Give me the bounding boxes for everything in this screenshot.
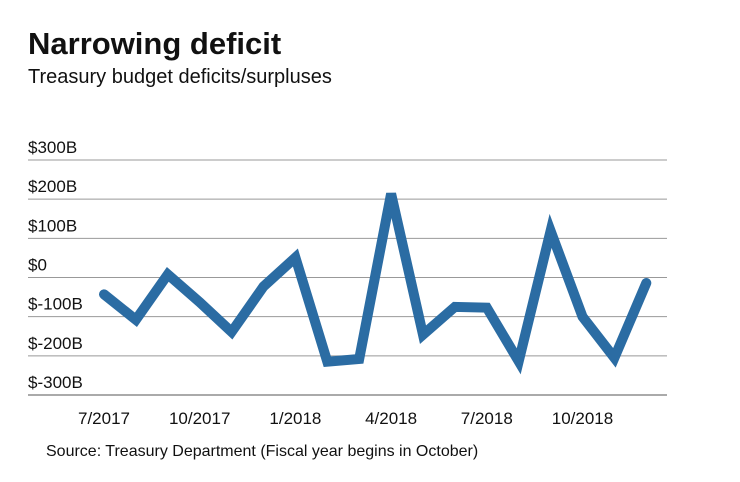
data-line bbox=[99, 192, 652, 375]
x-tick-label: 7/2017 bbox=[78, 409, 130, 428]
x-tick-label: 1/2018 bbox=[269, 409, 321, 428]
y-tick-label: $-200B bbox=[28, 334, 83, 353]
y-tick-label: $-300B bbox=[28, 373, 83, 392]
y-tick-label: $200B bbox=[28, 177, 77, 196]
x-tick-label: 4/2018 bbox=[365, 409, 417, 428]
chart-title: Narrowing deficit bbox=[28, 26, 281, 61]
y-tick-label: $-100B bbox=[28, 295, 83, 314]
source-note: Source: Treasury Department (Fiscal year… bbox=[46, 443, 478, 460]
y-tick-label: $0 bbox=[28, 256, 47, 275]
x-tick-label: 10/2018 bbox=[552, 409, 613, 428]
y-tick-label: $100B bbox=[28, 216, 77, 235]
x-tick-label: 10/2017 bbox=[169, 409, 230, 428]
y-tick-label: $300B bbox=[28, 138, 77, 157]
chart-subtitle: Treasury budget deficits/surpluses bbox=[28, 66, 332, 88]
x-tick-label: 7/2018 bbox=[461, 409, 513, 428]
